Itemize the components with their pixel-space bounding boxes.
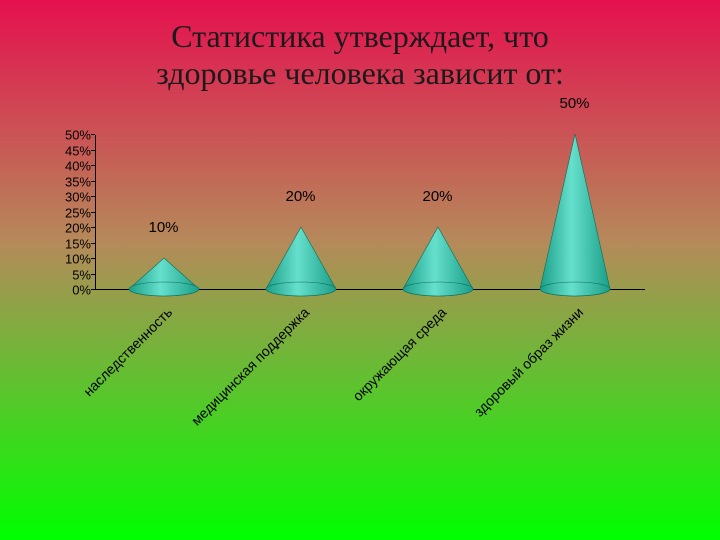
slide-title: Статистика утверждает, что здоровье чело… [0,18,720,92]
value-label: 20% [422,188,452,205]
y-tick-mark [91,289,95,290]
value-label: 50% [559,95,589,112]
y-tick-label: 50% [65,128,95,143]
y-tick-label: 40% [65,159,95,174]
category-label: здоровый образ жизни [470,304,586,420]
category-label: наследственность [80,304,175,399]
y-tick-mark [91,181,95,182]
slide-stage: Статистика утверждает, что здоровье чело… [0,0,720,540]
y-axis-line [95,135,96,290]
y-tick-label: 35% [65,174,95,189]
category-label: медицинская поддержка [187,304,311,428]
cone-chart: 0%5%10%15%20%25%30%35%40%45%50% 10% [95,135,645,290]
cone [128,257,200,297]
y-tick-mark [91,134,95,135]
value-label: 20% [285,188,315,205]
y-tick-mark [91,165,95,166]
plot-area: 10% 20% [95,135,645,290]
y-tick-mark [91,258,95,259]
y-tick-mark [91,274,95,275]
category-label: окружающая среда [349,304,449,404]
cone [265,226,337,297]
y-tick-mark [91,196,95,197]
y-tick-label: 15% [65,236,95,251]
y-tick-mark [91,243,95,244]
cone [402,226,474,297]
y-tick-label: 5% [72,267,95,282]
y-tick-mark [91,227,95,228]
y-tick-label: 25% [65,205,95,220]
y-tick-mark [91,150,95,151]
y-tick-label: 0% [72,283,95,298]
cone [539,133,611,297]
y-tick-label: 20% [65,221,95,236]
y-tick-label: 45% [65,143,95,158]
y-tick-label: 10% [65,252,95,267]
y-tick-mark [91,212,95,213]
value-label: 10% [148,219,178,236]
y-tick-label: 30% [65,190,95,205]
